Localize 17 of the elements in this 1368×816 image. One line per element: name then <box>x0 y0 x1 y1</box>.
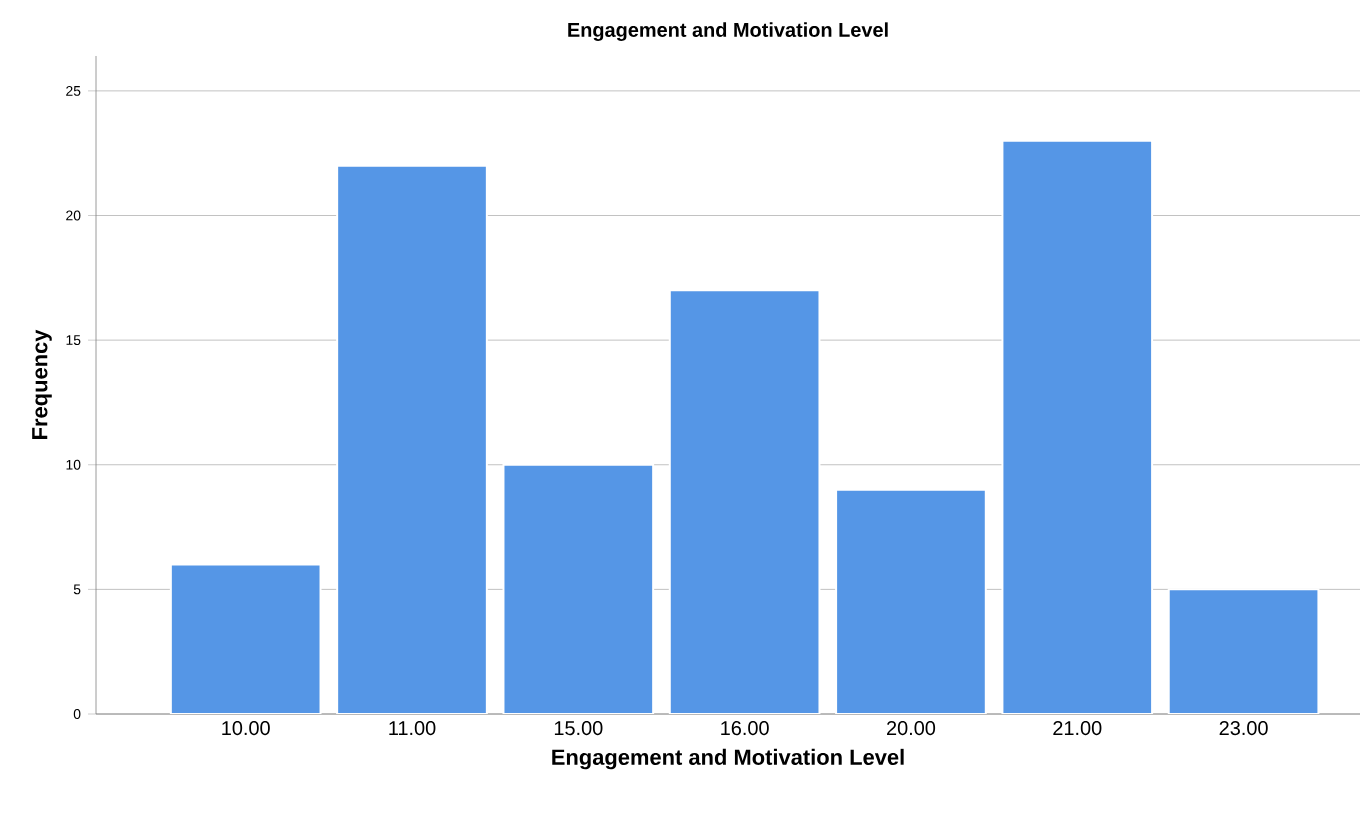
bar <box>668 289 821 714</box>
x-tick-label: 23.00 <box>1219 721 1268 736</box>
bar <box>1001 139 1154 714</box>
chart-title: Engagement and Motivation Level <box>568 22 888 41</box>
x-tick-label: 20.00 <box>887 721 936 736</box>
x-tick-label: 11.00 <box>389 721 436 736</box>
x-tick-label: 16.00 <box>721 721 769 736</box>
x-tick-label: 15.00 <box>554 721 603 736</box>
bar <box>169 563 322 714</box>
y-axis-title: Frequency <box>32 329 52 439</box>
bar <box>1167 588 1320 714</box>
x-axis-title: Engagement and Motivation Level <box>552 748 904 770</box>
bar <box>336 164 488 714</box>
bar <box>502 463 655 714</box>
bar <box>835 488 987 714</box>
x-tick-label: 21.00 <box>1053 721 1102 736</box>
x-tick-label: 10.00 <box>222 721 270 736</box>
